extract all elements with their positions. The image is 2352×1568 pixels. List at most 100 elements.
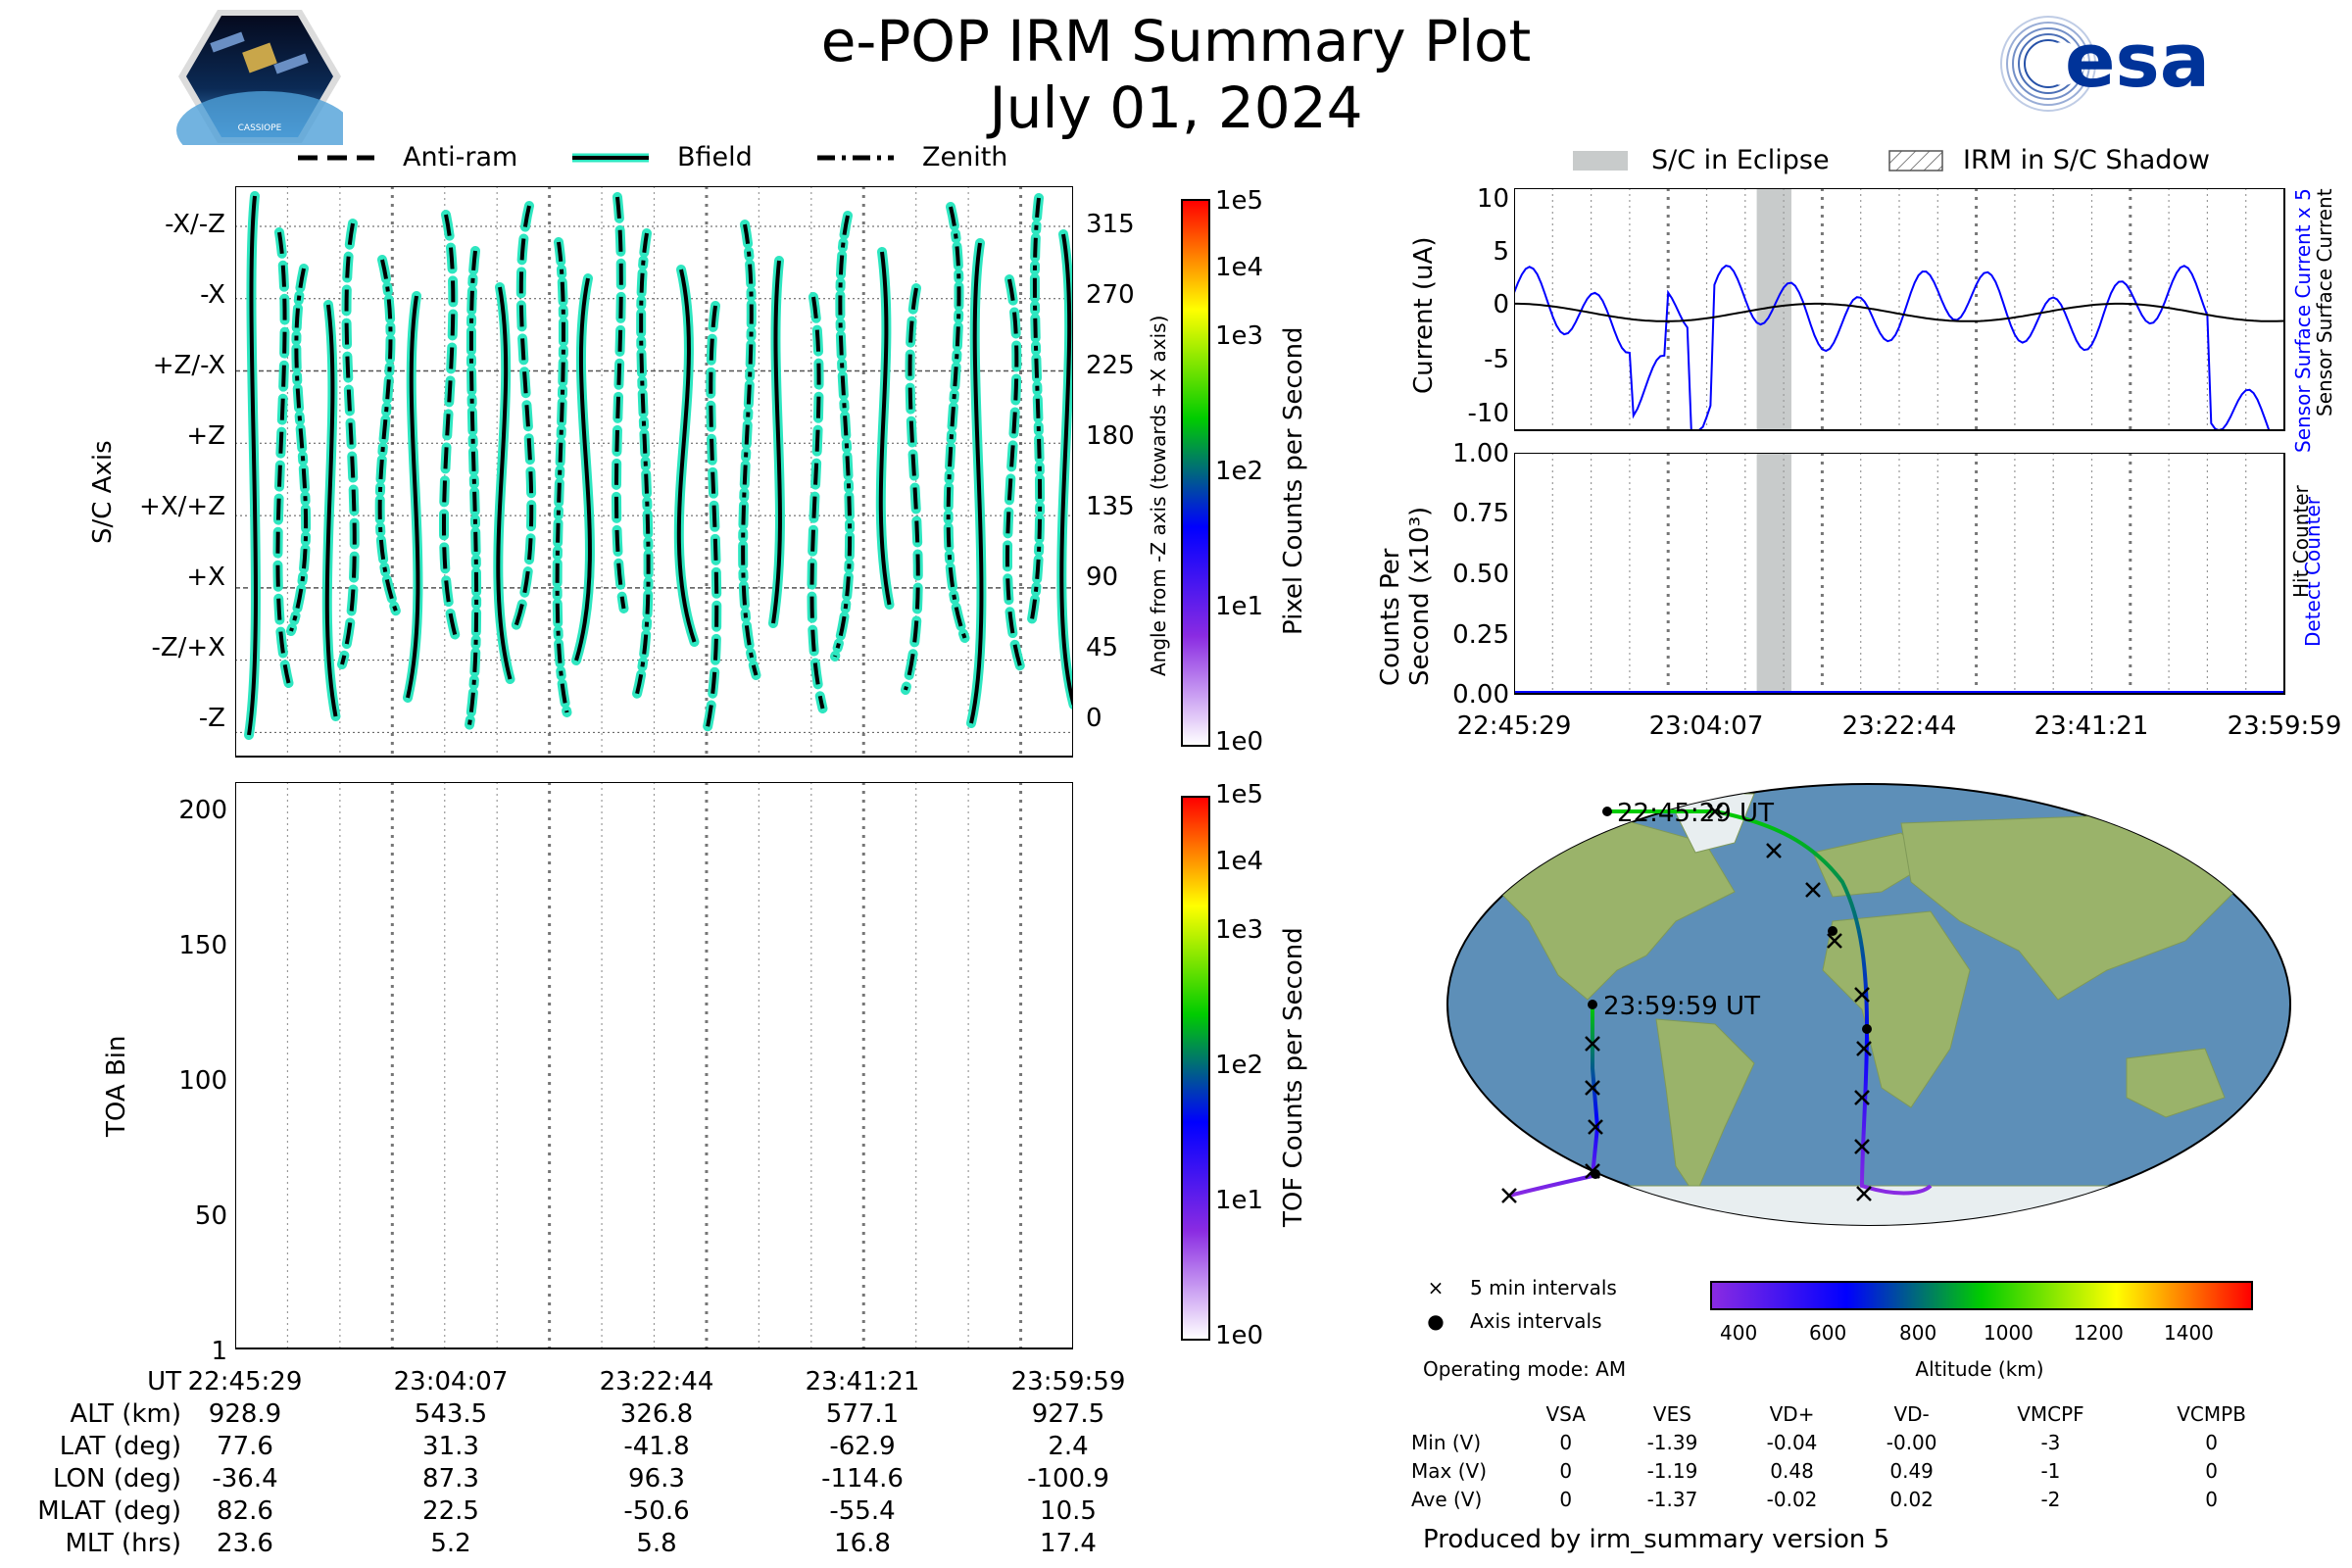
bfield-trace xyxy=(676,269,697,643)
tick-label: 50 xyxy=(194,1201,227,1231)
time-axis-ticks: 22:45:29 23:04:07 23:22:44 23:41:21 23:5… xyxy=(1450,711,2352,745)
row-label: MLAT (deg) xyxy=(37,1496,181,1526)
cb-tick: 1e3 xyxy=(1215,915,1264,945)
ephemeris-col: 22:45:29 928.9 77.6 -36.4 82.6 23.6 xyxy=(187,1367,303,1558)
tof-colorbar xyxy=(1181,796,1210,1341)
eclipse-legend: S/C in Eclipse IRM in S/C Shadow xyxy=(1573,145,2259,178)
tick-label: 1400 xyxy=(2164,1321,2214,1345)
axis-interval-dot xyxy=(1828,926,1838,936)
toa-plot xyxy=(235,782,1073,1349)
axis-interval-dot xyxy=(1591,1169,1600,1179)
five-min-marker xyxy=(1827,933,1842,949)
tick-label: 23:59:59 xyxy=(2227,711,2342,741)
tick-label: 135 xyxy=(1086,492,1135,521)
current-right-label-2: Sensor Surface Current xyxy=(2313,188,2336,416)
row-label: ALT (km) xyxy=(70,1399,181,1429)
row-label: LON (deg) xyxy=(52,1464,181,1494)
anti-ram-trace xyxy=(809,296,825,710)
tick-label: 22:45:29 xyxy=(1456,711,1572,741)
counts-ylabel-2: Second (x10³) xyxy=(1405,506,1435,686)
tick-label: +X/+Z xyxy=(139,492,225,521)
tick-label: -10 xyxy=(1467,399,1509,428)
anti-ram-trace xyxy=(514,205,534,628)
page-title: e-POP IRM Summary Plot xyxy=(820,8,1532,74)
five-min-marker xyxy=(1856,1186,1872,1201)
five-min-marker xyxy=(1766,843,1782,858)
tick-label: 0.75 xyxy=(1452,499,1509,528)
five-min-marker xyxy=(1805,882,1821,898)
map-start-label: 22:45:29 UT xyxy=(1617,799,1774,828)
tick-label: 180 xyxy=(1086,421,1135,451)
tick-label: -X xyxy=(200,280,225,310)
five-min-marker xyxy=(1856,1041,1872,1056)
row-label: MLT (hrs) xyxy=(65,1529,182,1558)
zenith-trace xyxy=(289,268,309,632)
altitude-label: Altitude (km) xyxy=(1915,1357,2044,1381)
row-label: UT xyxy=(147,1367,181,1396)
five-min-marker xyxy=(1854,1139,1870,1154)
tick-label: 315 xyxy=(1086,210,1135,239)
tick-label: 5 xyxy=(1493,237,1509,267)
five-min-marker xyxy=(1585,1080,1600,1096)
antarctica xyxy=(1447,1185,2290,1225)
sensor-current-x5-line xyxy=(1514,265,2284,432)
voltage-row-min: Min (V) 0 -1.39 -0.04 -0.00 -3 0 xyxy=(1411,1430,2218,1454)
ephemeris-col: 23:41:21 577.1 -62.9 -114.6 -55.4 16.8 xyxy=(805,1367,920,1558)
tick-label: 0.00 xyxy=(1452,680,1509,710)
tick-label: 23:41:21 xyxy=(2034,711,2149,741)
toa-ticks: 200 150 100 50 1 xyxy=(118,782,227,1370)
bfield-trace xyxy=(574,277,592,662)
tick-label: 600 xyxy=(1809,1321,1847,1345)
tof-colorbar-label: TOF Counts per Second xyxy=(1279,927,1308,1227)
tick-label: +Z/-X xyxy=(152,351,225,380)
africa xyxy=(1822,910,1971,1108)
tick-label: 200 xyxy=(178,796,227,825)
anti-ram-trace xyxy=(1004,278,1024,672)
tick-label: -Z/+X xyxy=(151,633,225,662)
zenith-trace xyxy=(741,223,759,676)
tick-label: 150 xyxy=(178,931,227,960)
altitude-ticks: 400 600 800 1000 1200 1400 xyxy=(1710,1321,2259,1350)
axis-interval-dot xyxy=(1588,1000,1597,1009)
anti-ram-trace xyxy=(442,214,461,647)
axis-interval-dot xyxy=(1602,807,1612,816)
ephemeris-col: 23:22:44 326.8 -41.8 96.3 -50.6 5.8 xyxy=(599,1367,714,1558)
map-end-label: 23:59:59 UT xyxy=(1603,992,1760,1021)
south-america xyxy=(1655,1018,1755,1198)
altitude-colorbar xyxy=(1710,1281,2253,1310)
anti-ram-trace xyxy=(904,287,920,691)
map-legend: × 5 min intervals ● Axis intervals xyxy=(1421,1276,1715,1345)
ephemeris-col: 23:04:07 543.5 31.3 87.3 22.5 5.2 xyxy=(393,1367,509,1558)
footer-text: Produced by irm_summary version 5 xyxy=(1423,1525,1890,1554)
voltage-row-ave: Ave (V) 0 -1.37 -0.02 0.02 -2 0 xyxy=(1411,1487,2218,1511)
pixel-colorbar xyxy=(1181,199,1210,747)
tick-label: 1200 xyxy=(2074,1321,2124,1345)
ephemeris-col: 23:59:59 927.5 2.4 -100.9 10.5 17.4 xyxy=(1010,1367,1126,1558)
zenith-trace xyxy=(555,241,569,713)
cb-tick: 1e5 xyxy=(1215,780,1264,809)
tick-label: -X/-Z xyxy=(165,210,225,239)
bfield-trace xyxy=(969,242,984,724)
bfield-trace xyxy=(1059,233,1073,706)
bfield-trace xyxy=(324,304,338,717)
current-ylabel: Current (uA) xyxy=(1409,236,1439,394)
bfield-trace xyxy=(771,260,782,624)
five-min-marker xyxy=(1707,804,1723,819)
legend-bfield: Bfield xyxy=(572,142,753,172)
legend-axis-interval: ● Axis intervals xyxy=(1427,1309,1602,1333)
five-min-marker xyxy=(1854,1090,1870,1105)
legend-anti-ram: Anti-ram xyxy=(298,142,518,172)
current-right-label-1: Sensor Surface Current x 5 xyxy=(2291,188,2315,453)
cb-tick: 1e4 xyxy=(1215,253,1264,282)
legend-zenith: Zenith xyxy=(817,142,1008,172)
tick-label: 100 xyxy=(178,1066,227,1096)
bfield-trace xyxy=(496,286,513,680)
cb-tick: 1e0 xyxy=(1215,1321,1264,1350)
row-label: LAT (deg) xyxy=(59,1432,181,1461)
tick-label: 0 xyxy=(1086,704,1102,733)
zenith-trace xyxy=(466,250,479,732)
logo-text: CASSIOPE xyxy=(238,123,282,133)
cb-tick: 1e1 xyxy=(1215,1186,1264,1215)
ephemeris-row-labels: UT ALT (km) LAT (deg) LON (deg) MLAT (de… xyxy=(20,1366,181,1560)
bfield-trace xyxy=(247,195,258,736)
